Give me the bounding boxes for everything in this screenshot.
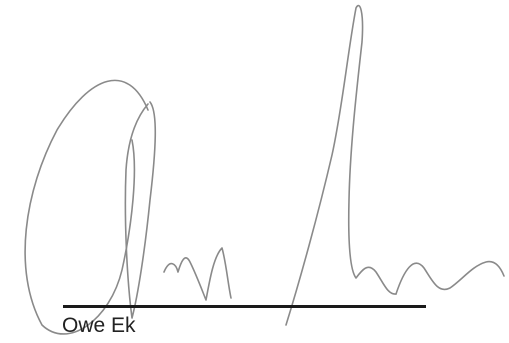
- signature-stroke-ek-tall: [285, 4, 397, 326]
- signature-stroke-tail: [395, 260, 505, 295]
- signer-name: Owe Ek: [62, 314, 136, 337]
- signature-line: [63, 305, 426, 308]
- signature-stroke-we: [163, 247, 232, 301]
- signature-stroke-o-inner: [124, 101, 157, 319]
- signature-stroke-o-loop: [24, 79, 149, 335]
